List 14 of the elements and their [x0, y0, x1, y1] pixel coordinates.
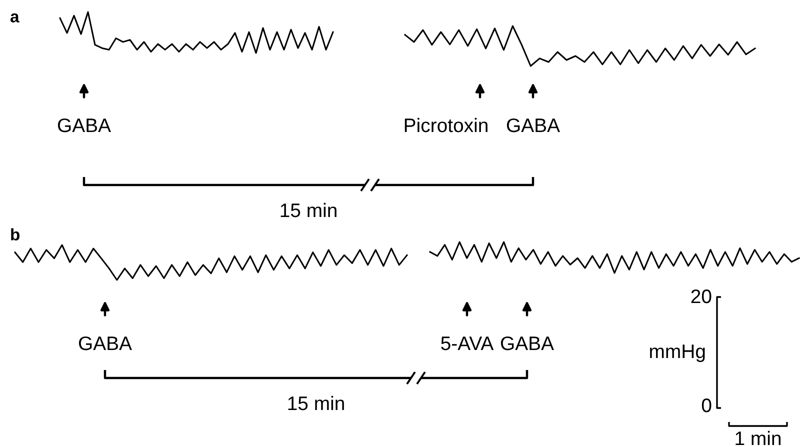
- text: GABA: [58, 118, 111, 132]
- text: GABA: [78, 336, 132, 350]
- text: mmHg: [650, 344, 705, 362]
- chart-title: a: [10, 13, 20, 22]
- text: 0: [702, 398, 712, 412]
- text: 5-AVA: [441, 336, 494, 350]
- chart-title: b: [11, 228, 20, 240]
- text: 15 min: [288, 396, 344, 410]
- text: Picrotoxin: [404, 118, 488, 132]
- text: 1 min: [736, 430, 781, 446]
- text: 20: [691, 289, 712, 304]
- text: 15 min: [280, 202, 336, 218]
- text: GABA: [500, 336, 554, 350]
- text: GABA: [506, 118, 560, 132]
